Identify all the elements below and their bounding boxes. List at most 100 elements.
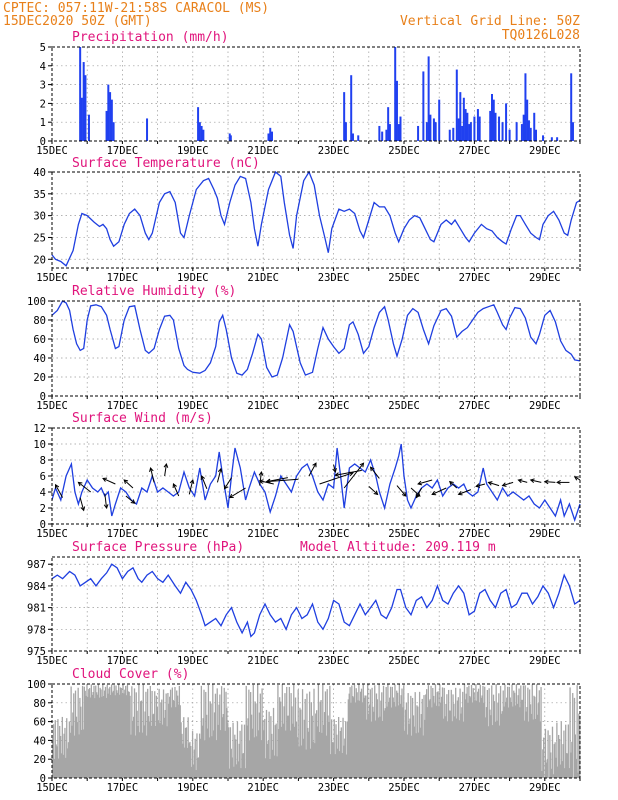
wind-vector-arrow <box>431 487 447 496</box>
precip-bar <box>351 133 354 141</box>
cloud-bar <box>410 695 412 778</box>
cloud-bar <box>52 738 54 778</box>
cloud-bar <box>522 685 525 778</box>
wind-arrow-head <box>312 462 317 468</box>
cloud-bar <box>192 764 195 778</box>
cloud-bar <box>394 684 396 778</box>
cloud-bar <box>116 690 118 778</box>
cloud-bar <box>239 730 241 778</box>
cloud-bar <box>338 716 340 778</box>
cloud-bar <box>125 685 127 778</box>
precip-bar <box>476 109 479 141</box>
wind-arrow-head <box>369 466 375 472</box>
cloud-ytick-label: 20 <box>33 754 46 766</box>
cloud-bar <box>420 714 423 778</box>
cloud-bar <box>282 723 284 778</box>
cloud-bar <box>477 688 480 778</box>
cloud-bar <box>500 713 503 778</box>
pressure-xtick-label: 15DEC <box>36 655 68 667</box>
precip-bar <box>343 92 346 141</box>
wind-arrow-shaft <box>79 497 85 511</box>
wind-vector-arrow <box>369 466 380 479</box>
cloud-bar <box>485 707 488 778</box>
cloud-bar <box>541 771 543 778</box>
cloud-bar <box>376 699 379 778</box>
precip-bar <box>79 47 82 141</box>
cloud-bar <box>205 691 207 778</box>
humidity-xtick-label: 21DEC <box>247 400 279 412</box>
cloud-bar <box>471 702 474 778</box>
cloud-bar <box>514 705 517 778</box>
cloud-bar <box>481 695 483 778</box>
cloud-bar <box>80 706 82 778</box>
cloud-bar <box>176 695 179 778</box>
wind-arrow-shaft <box>333 464 336 473</box>
cloud-bar <box>202 718 204 778</box>
cloud-bar <box>474 700 476 778</box>
cloud-bar <box>499 725 501 778</box>
cloud-bar <box>148 721 151 778</box>
temperature-xtick-label: 29DEC <box>529 272 561 284</box>
cloud-bar <box>453 703 455 778</box>
cloud-bar <box>514 692 516 778</box>
precip-bar <box>550 137 553 141</box>
precip-bar <box>395 80 398 141</box>
cloud-bar <box>542 749 544 778</box>
cloud-bar <box>404 709 407 778</box>
precip-bar <box>492 99 495 141</box>
cloud-bar <box>111 692 114 778</box>
precip-bar <box>271 131 273 141</box>
precip-bar <box>455 69 458 141</box>
cloud-bar <box>277 685 279 778</box>
cloud-bar <box>234 734 236 778</box>
cloud-bar <box>426 707 429 778</box>
precipitation-panel: Precipitation (mm/h) 0 1 2 3 4 5 15DEC 17DEC 19DE… <box>36 30 581 157</box>
cloud-bar <box>294 726 296 778</box>
cloud-bar <box>138 684 140 778</box>
cloud-bar <box>560 721 562 778</box>
cloud-bar <box>278 729 280 778</box>
cloud-bar <box>484 686 486 778</box>
cloud-bar <box>561 761 563 778</box>
cloud-bar <box>280 726 283 778</box>
cloud-bar <box>257 730 260 778</box>
cloud-bar <box>405 702 408 778</box>
cloud-bar <box>403 685 405 778</box>
header-run-code: TQ0126L028 <box>502 28 580 43</box>
precip-bar <box>524 73 527 141</box>
cloud-bar <box>315 713 317 778</box>
cloud-bar <box>217 724 219 778</box>
cloud-bar <box>66 748 69 778</box>
wind-vector-arrow <box>332 464 337 474</box>
temperature-xtick-label: 27DEC <box>459 272 491 284</box>
cloud-bar <box>342 717 344 778</box>
cloud-bar <box>172 699 174 778</box>
cloud-bar <box>94 698 96 778</box>
cloud-bar <box>473 692 475 778</box>
cloud-bar <box>558 738 561 778</box>
precipitation-xtick-label: 25DEC <box>388 145 420 157</box>
precip-bar <box>385 129 388 141</box>
cloud-bar <box>291 706 293 778</box>
wind-arrow-shaft <box>104 493 108 509</box>
cloud-bar <box>57 719 59 778</box>
wind-arrow-shaft <box>417 479 433 485</box>
cloud-bar <box>358 684 360 778</box>
temperature-xtick-label: 19DEC <box>177 272 209 284</box>
cloud-bar <box>297 689 299 778</box>
cloud-bar <box>383 710 386 778</box>
cloud-bar <box>240 768 242 778</box>
cloud-bar <box>554 742 556 778</box>
precip-bar <box>542 135 545 141</box>
precip-bar <box>535 129 537 141</box>
cloud-bar <box>219 694 221 778</box>
cloud-bar <box>400 695 402 778</box>
cloud-bar <box>520 685 522 778</box>
cloud-bar <box>334 754 336 778</box>
cloud-bar <box>187 717 189 778</box>
cloud-bar <box>528 689 531 778</box>
cloud-bar <box>272 707 275 778</box>
wind-arrow-head <box>149 466 154 472</box>
precip-bar <box>529 127 532 141</box>
precip-bar <box>452 127 455 141</box>
